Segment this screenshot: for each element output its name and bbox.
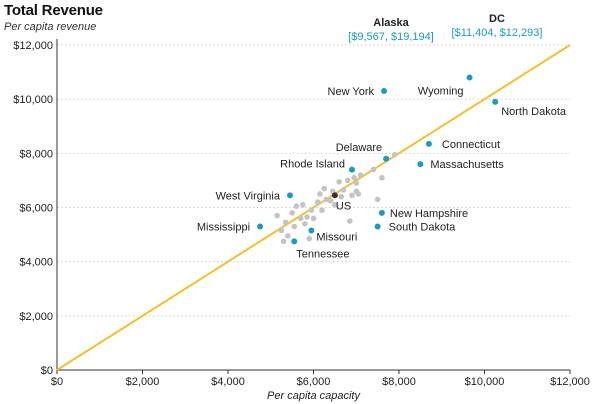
data-point-west-virginia (286, 192, 293, 199)
data-point-other (340, 187, 347, 193)
y-tick-label: $4,000 (19, 257, 53, 269)
reference-line (56, 44, 571, 371)
data-point-connecticut (425, 140, 432, 147)
point-label-north-dakota: North Dakota (501, 106, 567, 118)
data-point-other (293, 203, 300, 209)
x-axis-label: Per capita capacity (267, 390, 361, 402)
data-point-delaware (383, 155, 390, 162)
data-point-other (304, 214, 310, 220)
data-point-other (314, 199, 321, 205)
point-label-connecticut: Connecticut (442, 139, 500, 151)
y-tick-label: $10,000 (13, 94, 53, 106)
x-tick-label: $12,000 (550, 376, 590, 388)
y-tick-label: $8,000 (19, 148, 53, 160)
x-tick-label: $6,000 (297, 376, 331, 388)
data-point-other (291, 223, 298, 230)
y-tick-label: $2,000 (19, 311, 53, 323)
data-point-wyoming (466, 74, 473, 81)
data-point-rhode-island (348, 166, 355, 173)
data-point-other (278, 227, 285, 234)
data-point-other (310, 215, 317, 222)
point-label-tennessee: Tennessee (296, 248, 349, 260)
data-point-other (306, 235, 313, 242)
data-point-other (338, 193, 345, 200)
data-point-other (347, 218, 353, 224)
data-point-south-dakota (374, 223, 381, 230)
x-tick-label: $8,000 (382, 376, 416, 388)
data-point-missouri (308, 227, 315, 234)
outlier-value-dc: [$11,404, $12,293] (451, 27, 543, 39)
data-point-other (274, 212, 280, 219)
point-label-rhode-island: Rhode Island (280, 159, 345, 171)
data-point-other (300, 201, 306, 208)
data-point-north-dakota (492, 98, 499, 105)
data-point-mississippi (257, 223, 264, 230)
point-label-west-virginia: West Virginia (216, 190, 281, 202)
data-point-other (289, 210, 295, 216)
data-point-other (336, 178, 342, 185)
point-label-massachusetts: Massachusetts (430, 159, 504, 171)
data-point-other (355, 191, 362, 197)
data-point-other (379, 174, 385, 181)
point-label-new-hampshire: New Hampshire (390, 208, 468, 220)
data-point-other (353, 180, 360, 186)
data-point-other (374, 196, 381, 203)
point-label-us: US (336, 200, 351, 212)
point-label-missouri: Missouri (316, 232, 357, 244)
x-tick-label: $10,000 (465, 376, 505, 388)
data-point-other (321, 185, 327, 192)
data-point-new-york (381, 88, 388, 95)
data-point-other (285, 233, 291, 239)
y-tick-label: $0 (41, 365, 53, 377)
data-point-other (323, 196, 330, 203)
data-point-other (302, 220, 308, 227)
point-label-mississippi: Mississippi (197, 221, 250, 233)
data-point-other (308, 207, 315, 214)
y-tick-label: $6,000 (19, 203, 53, 215)
data-point-other (344, 177, 351, 184)
data-point-other (282, 219, 289, 226)
x-tick-label: $2,000 (126, 376, 160, 388)
y-tick-label: $12,000 (13, 40, 53, 52)
data-point-us (331, 192, 338, 199)
point-label-south-dakota: South Dakota (389, 221, 457, 233)
data-point-other (349, 192, 355, 199)
data-point-other (357, 172, 364, 178)
outlier-name-dc: DC (489, 13, 505, 25)
outlier-name-alaska: Alaska (373, 17, 409, 29)
data-point-other (332, 201, 338, 208)
x-tick-label: $4,000 (211, 376, 245, 388)
x-tick-label: $0 (51, 376, 63, 388)
data-point-other (370, 166, 377, 173)
data-point-other (319, 207, 325, 214)
data-point-other (351, 174, 357, 181)
data-point-other (297, 215, 304, 222)
data-point-other (280, 238, 287, 245)
data-point-tennessee (291, 238, 298, 245)
data-point-other (317, 191, 323, 197)
data-point-other (327, 197, 334, 204)
point-label-new-york: New York (328, 86, 375, 98)
point-label-delaware: Delaware (336, 142, 382, 154)
chart-subtitle: Per capita revenue (4, 21, 97, 33)
point-label-wyoming: Wyoming (418, 86, 464, 98)
data-point-other (391, 151, 398, 158)
data-point-massachusetts (417, 161, 424, 168)
outlier-value-alaska: [$9,567, $19,194] (348, 31, 434, 43)
chart-title: Total Revenue (4, 2, 103, 19)
data-point-new-hampshire (378, 209, 385, 216)
